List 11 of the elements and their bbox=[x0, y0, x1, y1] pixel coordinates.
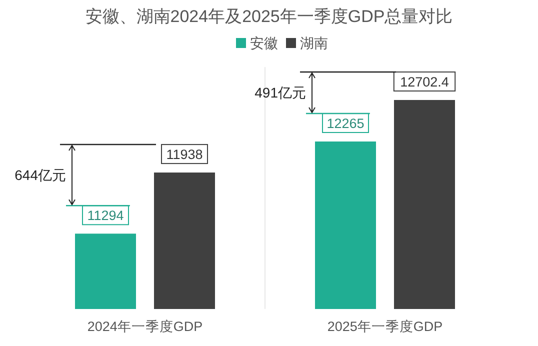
legend-label: 湖南 bbox=[300, 35, 328, 51]
data-label: 12702.4 bbox=[400, 74, 450, 90]
chart-title: 安徽、湖南2024年及2025年一季度GDP总量对比 bbox=[85, 7, 453, 26]
data-label: 12265 bbox=[326, 116, 364, 131]
x-tick-label: 2024年一季度GDP bbox=[87, 319, 203, 334]
x-tick-label: 2025年一季度GDP bbox=[327, 319, 443, 334]
annotation: 644亿元 bbox=[14, 167, 66, 184]
annotation: 491亿元 bbox=[254, 84, 306, 101]
data-label: 11294 bbox=[87, 208, 124, 224]
data-label: 11938 bbox=[166, 147, 203, 162]
legend-label: 安徽 bbox=[250, 35, 278, 51]
